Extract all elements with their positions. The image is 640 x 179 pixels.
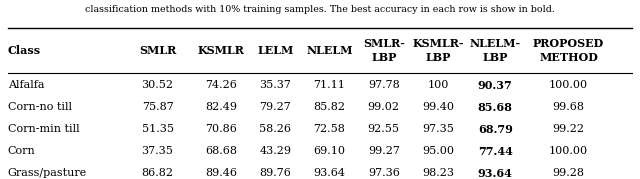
Text: 68.68: 68.68 [205,146,237,156]
Text: Grass/pasture: Grass/pasture [8,168,87,178]
Text: 95.00: 95.00 [422,146,454,156]
Text: 99.68: 99.68 [552,102,584,112]
Text: 100.00: 100.00 [549,80,588,90]
Text: 68.79: 68.79 [478,124,513,135]
Text: 92.55: 92.55 [368,124,400,134]
Text: 37.35: 37.35 [141,146,173,156]
Text: SMLR-
LBP: SMLR- LBP [363,38,404,63]
Text: 30.52: 30.52 [141,80,173,90]
Text: KSMLR: KSMLR [198,45,244,56]
Text: 75.87: 75.87 [141,102,173,112]
Text: 89.46: 89.46 [205,168,237,178]
Text: 85.82: 85.82 [314,102,346,112]
Text: 35.37: 35.37 [259,80,291,90]
Text: NLELM: NLELM [307,45,353,56]
Text: SMLR: SMLR [139,45,176,56]
Text: LELM: LELM [257,45,294,56]
Text: 100: 100 [427,80,449,90]
Text: 82.49: 82.49 [205,102,237,112]
Text: 100.00: 100.00 [549,146,588,156]
Text: 72.58: 72.58 [314,124,346,134]
Text: 98.23: 98.23 [422,168,454,178]
Text: 93.64: 93.64 [314,168,346,178]
Text: classification methods with 10% training samples. The best accuracy in each row : classification methods with 10% training… [85,5,555,14]
Text: 99.27: 99.27 [368,146,399,156]
Text: 51.35: 51.35 [141,124,173,134]
Text: 99.02: 99.02 [368,102,400,112]
Text: Corn: Corn [8,146,35,156]
Text: Class: Class [8,45,41,56]
Text: 79.27: 79.27 [259,102,291,112]
Text: 74.26: 74.26 [205,80,237,90]
Text: 43.29: 43.29 [259,146,291,156]
Text: 90.37: 90.37 [478,80,513,91]
Text: 97.35: 97.35 [422,124,454,134]
Text: 86.82: 86.82 [141,168,173,178]
Text: 99.22: 99.22 [552,124,584,134]
Text: 99.40: 99.40 [422,102,454,112]
Text: NLELM-
LBP: NLELM- LBP [470,38,521,63]
Text: 85.68: 85.68 [478,102,513,113]
Text: Corn-min till: Corn-min till [8,124,79,134]
Text: 93.64: 93.64 [478,168,513,179]
Text: Alfalfa: Alfalfa [8,80,44,90]
Text: 77.44: 77.44 [478,146,513,157]
Text: 71.11: 71.11 [314,80,346,90]
Text: PROPOSED
METHOD: PROPOSED METHOD [533,38,604,63]
Text: 97.78: 97.78 [368,80,399,90]
Text: 58.26: 58.26 [259,124,291,134]
Text: KSMLR-
LBP: KSMLR- LBP [412,38,463,63]
Text: 89.76: 89.76 [259,168,291,178]
Text: 97.36: 97.36 [368,168,399,178]
Text: 69.10: 69.10 [314,146,346,156]
Text: Corn-no till: Corn-no till [8,102,72,112]
Text: 99.28: 99.28 [552,168,584,178]
Text: 70.86: 70.86 [205,124,237,134]
